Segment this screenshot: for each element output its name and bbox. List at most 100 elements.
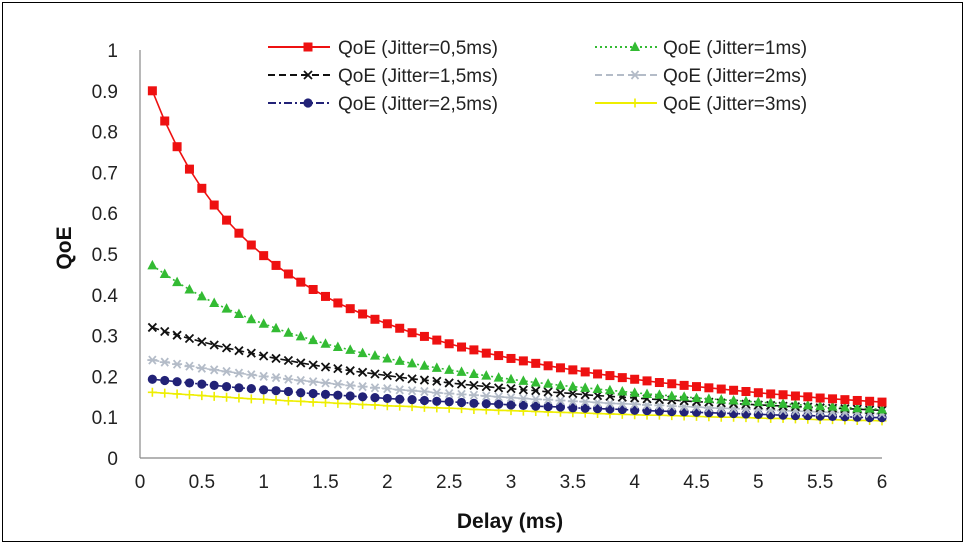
data-point <box>704 408 714 418</box>
data-point <box>283 386 293 397</box>
data-point <box>531 401 541 411</box>
data-point <box>543 378 554 388</box>
data-point <box>567 381 578 391</box>
data-point <box>159 268 170 278</box>
data-point <box>654 378 664 388</box>
legend-marker <box>630 98 640 108</box>
data-point <box>209 297 220 307</box>
data-point <box>172 142 182 152</box>
data-point <box>741 409 751 419</box>
data-point <box>691 407 702 417</box>
data-point <box>394 355 405 365</box>
data-point <box>358 392 368 402</box>
data-point <box>159 357 170 367</box>
data-point <box>395 323 405 333</box>
data-point <box>233 368 244 378</box>
x-tick-label: 5 <box>753 472 764 493</box>
data-point <box>221 366 232 377</box>
data-point <box>407 386 418 396</box>
data-point <box>197 379 207 389</box>
data-point <box>209 391 219 401</box>
data-point <box>295 375 306 386</box>
data-point <box>432 396 442 406</box>
data-point <box>766 389 776 399</box>
data-point <box>506 353 516 363</box>
x-tick-label: 4 <box>629 472 640 493</box>
data-point <box>419 360 430 370</box>
y-tick-label: 0.5 <box>92 245 118 266</box>
data-point <box>469 345 479 355</box>
data-point <box>345 380 356 390</box>
data-point <box>271 373 282 383</box>
data-point <box>605 371 615 381</box>
data-point <box>753 409 763 419</box>
legend-item: QoE (Jitter=2ms) <box>595 66 807 87</box>
x-tick-label: 6 <box>877 472 888 493</box>
data-point <box>320 338 331 348</box>
legend-marker <box>303 98 313 108</box>
data-point <box>258 318 269 328</box>
data-point <box>382 384 393 394</box>
data-point <box>506 373 516 384</box>
data-point <box>803 392 813 402</box>
legend-marker <box>303 70 313 80</box>
data-point <box>196 290 207 301</box>
data-point <box>295 330 306 341</box>
x-tick-label: 1.5 <box>312 472 338 493</box>
data-point <box>642 376 652 386</box>
data-point <box>147 374 157 384</box>
legend-item: QoE (Jitter=1,5ms) <box>268 66 498 87</box>
data-point <box>432 335 442 345</box>
data-point <box>679 407 689 417</box>
data-point <box>617 385 628 396</box>
legend-item: QoE (Jitter=2,5ms) <box>268 94 498 115</box>
data-point <box>580 397 591 407</box>
data-point <box>839 401 850 412</box>
data-point <box>802 399 813 410</box>
data-point <box>580 367 590 377</box>
data-point <box>321 398 330 408</box>
data-point <box>333 364 343 374</box>
data-point <box>568 388 578 399</box>
data-point <box>283 374 294 384</box>
data-point <box>246 348 256 358</box>
data-point <box>518 400 528 410</box>
legend-item: QoE (Jitter=0,5ms) <box>268 38 498 59</box>
data-point <box>221 303 232 313</box>
data-point <box>320 389 331 399</box>
data-point <box>419 375 430 385</box>
data-point <box>345 344 356 354</box>
data-point <box>568 365 578 375</box>
data-point <box>283 355 294 366</box>
data-point <box>778 390 788 400</box>
data-point <box>765 397 776 407</box>
data-point <box>332 341 343 352</box>
data-point <box>172 377 182 387</box>
data-point <box>369 350 380 360</box>
data-point <box>160 326 170 337</box>
data-point <box>494 351 504 361</box>
data-point <box>567 396 578 406</box>
data-point <box>320 378 331 388</box>
data-point <box>692 382 701 392</box>
legend-label: QoE (Jitter=2,5ms) <box>338 94 498 115</box>
data-point <box>370 314 380 324</box>
data-point <box>555 402 566 412</box>
data-point <box>259 251 269 261</box>
y-tick-label: 0.8 <box>92 123 118 144</box>
data-point <box>444 339 454 349</box>
data-point <box>667 379 677 389</box>
data-point <box>506 393 516 403</box>
data-point <box>493 383 504 393</box>
x-tick-label: 0.5 <box>189 472 215 493</box>
data-point <box>395 372 405 382</box>
data-point <box>296 388 306 398</box>
data-point <box>741 386 751 396</box>
x-tick-label: 3.5 <box>560 472 586 493</box>
data-point <box>790 391 800 401</box>
data-point <box>370 393 380 403</box>
data-point <box>592 397 603 408</box>
data-point <box>407 374 417 384</box>
series-4 <box>147 355 887 419</box>
data-point <box>468 368 479 378</box>
